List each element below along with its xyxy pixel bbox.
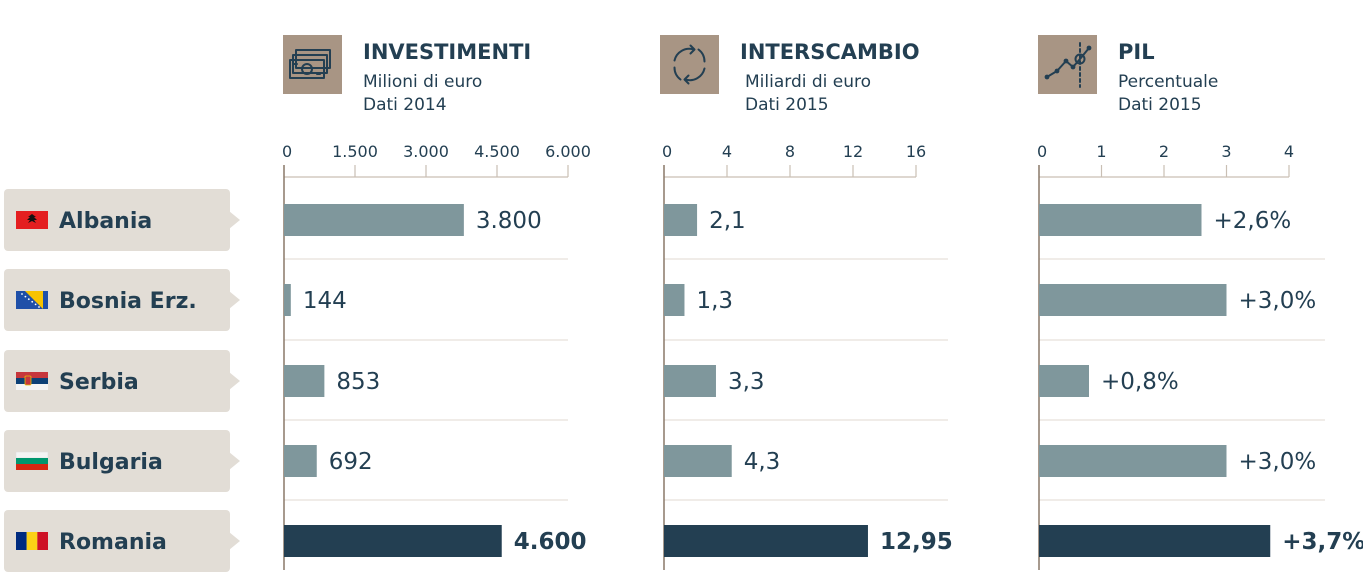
data-label: 3,3	[728, 369, 765, 395]
exchange-cycle-icon	[660, 35, 719, 94]
romania-flag-icon	[16, 532, 48, 550]
tick-label: 2	[1159, 142, 1169, 161]
tick-label: 4	[722, 142, 732, 161]
country-label-romania: Romania	[4, 510, 240, 572]
data-label: 692	[329, 449, 373, 475]
data-label: +3,7%	[1282, 529, 1363, 555]
country-label-pointer	[229, 452, 240, 470]
tick-label: 1.500	[332, 142, 378, 161]
data-label: 3.800	[476, 208, 542, 234]
panel-title: PIL	[1118, 40, 1155, 64]
bar	[1039, 204, 1202, 236]
data-label: +2,6%	[1214, 208, 1292, 234]
serbia-flag-icon	[16, 372, 48, 390]
country-name: Serbia	[59, 370, 139, 395]
data-label: 12,95	[880, 529, 953, 555]
tick-label: 12	[843, 142, 863, 161]
country-label-pointer	[229, 372, 240, 390]
albania-flag-icon	[16, 211, 48, 229]
bar	[1039, 365, 1089, 397]
panel-unit: Miliardi di euro	[745, 72, 871, 92]
country-label-box	[4, 269, 230, 331]
tick-label: 0	[1037, 142, 1047, 161]
bar	[664, 445, 732, 477]
data-label: 4,3	[744, 449, 781, 475]
tick-label: 0	[662, 142, 672, 161]
data-label: 2,1	[709, 208, 746, 234]
panel-title: INVESTIMENTI	[363, 40, 531, 64]
tick-label: 0	[282, 142, 292, 161]
country-label-box	[4, 189, 230, 251]
country-label-bulgaria: Bulgaria	[4, 430, 240, 492]
country-name: Albania	[59, 209, 152, 234]
panel-year: Dati 2015	[745, 95, 829, 115]
bar	[1039, 445, 1227, 477]
country-label-box	[4, 510, 230, 572]
data-label: 144	[303, 288, 347, 314]
data-label: +3,0%	[1239, 288, 1317, 314]
country-label-pointer	[229, 532, 240, 550]
country-label-pointer	[229, 291, 240, 309]
panel-year: Dati 2014	[363, 95, 447, 115]
country-name: Bulgaria	[59, 450, 163, 475]
panel-title: INTERSCAMBIO	[740, 40, 920, 64]
country-label-pointer	[229, 211, 240, 229]
country-label-box	[4, 350, 230, 412]
tick-label: 4	[1284, 142, 1294, 161]
panel-year: Dati 2015	[1118, 95, 1202, 115]
bar	[664, 284, 685, 316]
tick-label: 6.000	[545, 142, 591, 161]
panel-investimenti: INVESTIMENTI Milioni di euro Dati 2014 0 1.5…	[282, 40, 591, 570]
country-label-bosnia-erz: Bosnia Erz.	[4, 269, 240, 331]
bar	[664, 204, 698, 236]
tick-label: 8	[785, 142, 795, 161]
data-label: +3,0%	[1239, 449, 1317, 475]
panel-unit: Milioni di euro	[363, 72, 482, 92]
bar	[284, 365, 325, 397]
tick-label: 4.500	[474, 142, 520, 161]
country-label-serbia: Serbia	[4, 350, 240, 412]
tick-label: 1	[1096, 142, 1106, 161]
country-label-box	[4, 430, 230, 492]
tick-label: 16	[906, 142, 926, 161]
bulgaria-flag-icon	[15, 451, 49, 470]
bar	[284, 445, 317, 477]
bar	[284, 204, 464, 236]
panel-interscambio: INTERSCAMBIO Miliardi di euro Dati 2015 0 4 8…	[662, 40, 953, 570]
data-label: 4.600	[514, 529, 587, 555]
country-name: Bosnia Erz.	[59, 289, 197, 314]
data-label: +0,8%	[1101, 369, 1179, 395]
bar	[1039, 525, 1271, 557]
bar	[284, 284, 291, 316]
data-label: 853	[336, 369, 380, 395]
panel-pil: PIL Percentuale Dati 2015 0 1 2 3 4 +2,6% +3,0% +0…	[1037, 40, 1363, 570]
line-chart-icon	[1038, 35, 1097, 94]
data-label: 1,3	[696, 288, 733, 314]
country-label-albania: Albania	[4, 189, 240, 251]
tick-label: 3.000	[403, 142, 449, 161]
money-icon	[283, 35, 342, 94]
bar	[664, 525, 868, 557]
country-name: Romania	[59, 530, 167, 555]
bar	[1039, 284, 1227, 316]
bosnia-flag-icon	[16, 291, 48, 309]
bar	[664, 365, 716, 397]
panel-unit: Percentuale	[1118, 72, 1218, 92]
tick-label: 3	[1221, 142, 1231, 161]
bar	[284, 525, 502, 557]
